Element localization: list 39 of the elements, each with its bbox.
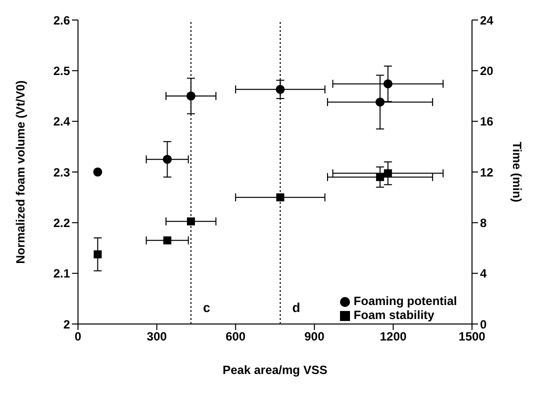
point xyxy=(276,84,285,94)
point xyxy=(276,193,284,202)
y-tick-label: 2.2 xyxy=(53,216,70,230)
y2-tick-label: 8 xyxy=(480,216,487,230)
point xyxy=(376,173,384,182)
point xyxy=(94,250,102,258)
x-tick-label: 300 xyxy=(146,330,168,344)
legend-label: Foaming potential xyxy=(354,294,457,308)
point xyxy=(162,154,172,164)
y-tick-label: 2.5 xyxy=(53,64,70,78)
x-tick-label: 600 xyxy=(226,330,246,344)
y2-tick-label: 4 xyxy=(480,266,487,281)
y2-tick-label: 0 xyxy=(480,317,487,332)
x-axis-title: Peak area/mg VSS xyxy=(222,363,328,377)
point xyxy=(384,169,392,178)
y-tick-label: 2 xyxy=(63,317,70,332)
y-tick-label: 2.4 xyxy=(53,114,70,129)
y2-tick-label: 24 xyxy=(480,13,494,28)
point xyxy=(383,79,392,88)
x-tick-label: 1500 xyxy=(458,330,486,344)
y-axis-title: Normalized foam volume (Vt/V0) xyxy=(13,80,28,264)
point xyxy=(186,91,196,101)
point xyxy=(93,167,102,177)
y-tick-label: 2.3 xyxy=(53,165,70,180)
legend-label: Foam stability xyxy=(354,308,434,322)
y2-tick-label: 16 xyxy=(480,114,494,129)
y2-tick-label: 20 xyxy=(480,64,494,78)
y-tick-label: 2.1 xyxy=(53,266,70,281)
ref-line-label: d xyxy=(292,300,300,315)
x-tick-label: 0 xyxy=(74,330,82,344)
point xyxy=(163,236,172,244)
y2-tick-label: 12 xyxy=(480,165,494,180)
x-tick-label: 900 xyxy=(304,330,325,344)
y2-axis-title: Time (min) xyxy=(510,142,524,202)
x-tick-label: 1200 xyxy=(380,330,407,344)
ref-line-label: c xyxy=(202,300,210,315)
point xyxy=(186,217,195,226)
point xyxy=(376,98,385,107)
y-tick-label: 2.6 xyxy=(53,13,70,28)
